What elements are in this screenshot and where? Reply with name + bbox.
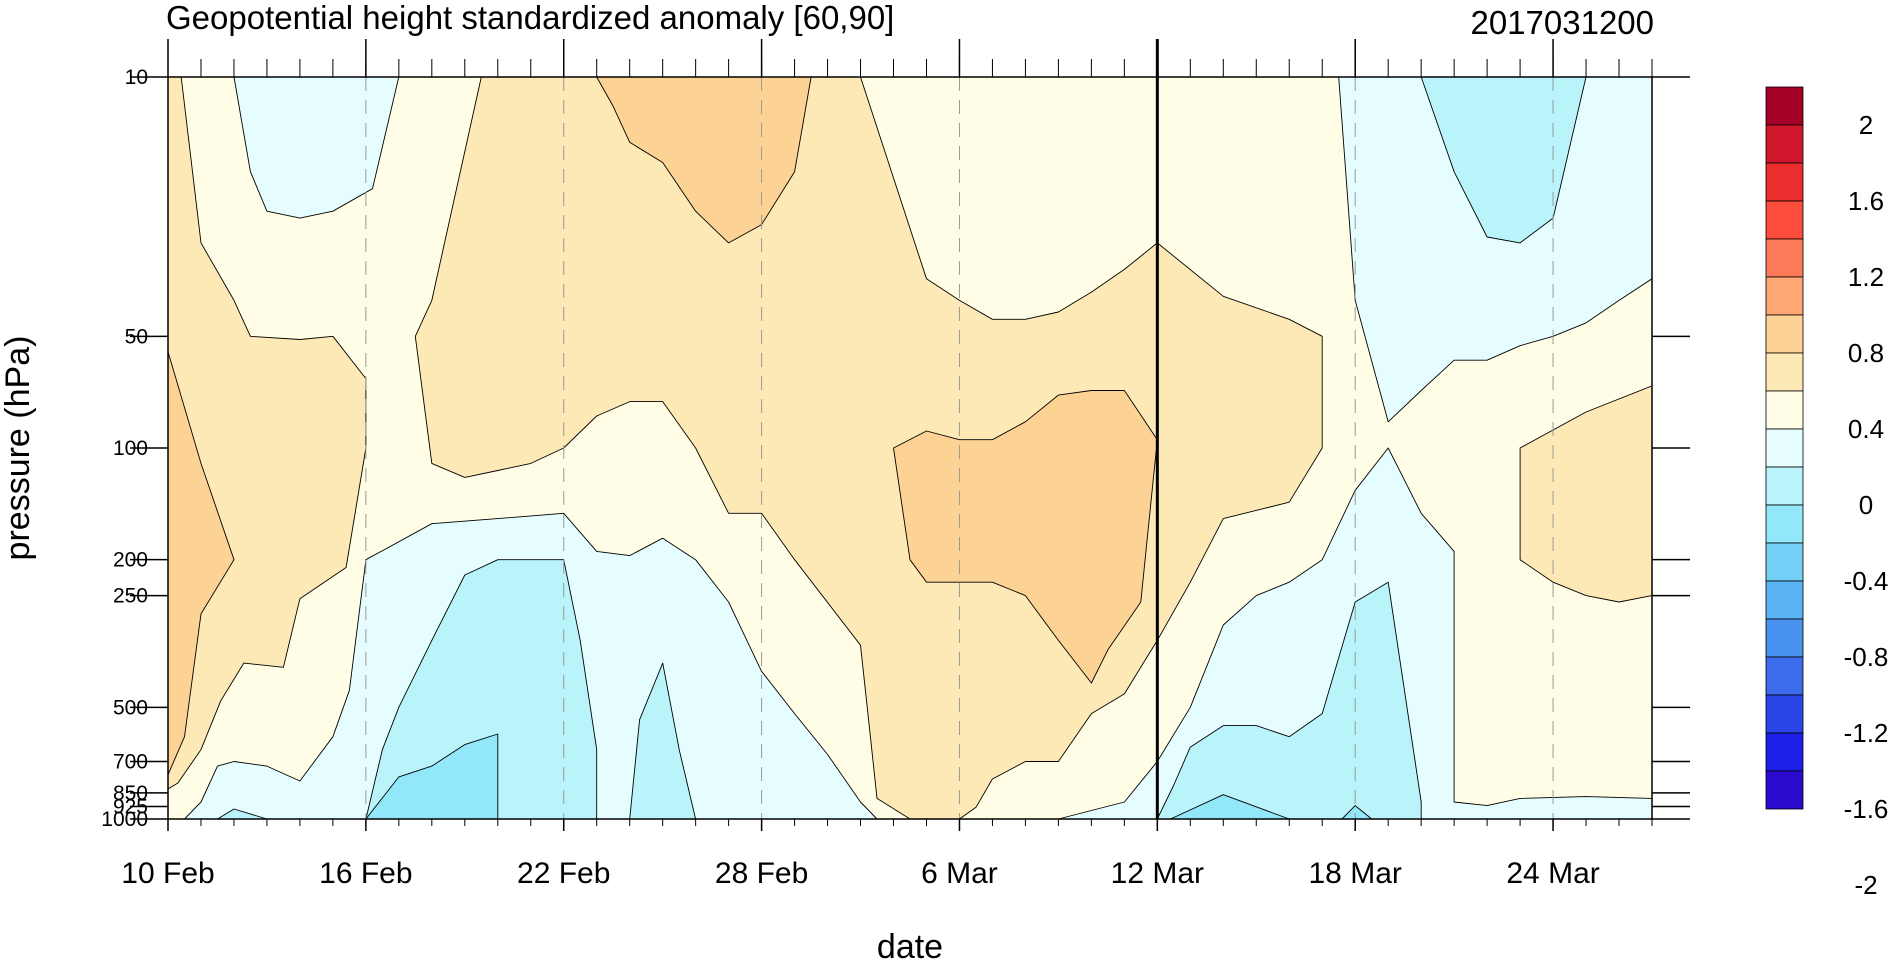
colorbar-segment <box>1765 770 1804 810</box>
colorbar-segment <box>1765 124 1804 164</box>
contour-region-pos04 <box>596 76 812 244</box>
colorbar-label: 1.2 <box>1848 262 1884 292</box>
y-tick-label: 700 <box>113 751 148 774</box>
x-tick-label: 18 Mar <box>1309 857 1402 890</box>
colorbar-segment <box>1765 542 1804 582</box>
colorbar-label: -1.6 <box>1844 794 1889 824</box>
colorbar-segment <box>1765 732 1804 772</box>
colorbar-label: 0.4 <box>1848 414 1884 444</box>
colorbar-label: 2 <box>1859 110 1873 140</box>
x-tick-label: 22 Feb <box>517 857 610 890</box>
x-tick-label: 28 Feb <box>715 857 808 890</box>
colorbar-segment <box>1765 162 1804 202</box>
colorbar-segment <box>1765 580 1804 620</box>
x-tick-label: 6 Mar <box>921 857 998 890</box>
colorbar-label: -0.4 <box>1844 566 1889 596</box>
x-tick-label: 24 Mar <box>1506 857 1599 890</box>
x-tick-label: 10 Feb <box>121 857 214 890</box>
colorbar-segment <box>1765 656 1804 696</box>
y-tick-label: 100 <box>113 437 148 460</box>
contour-region-neg04 <box>365 559 598 820</box>
contour-region-pos02 <box>167 76 367 790</box>
colorbar-label: 0.8 <box>1848 338 1884 368</box>
colorbar-segment <box>1765 314 1804 354</box>
colorbar-segment <box>1765 200 1804 240</box>
y-tick-label: 200 <box>113 549 148 572</box>
y-tick-label: 850 <box>113 782 148 805</box>
colorbar-segment <box>1765 466 1804 506</box>
run-label: 2017031200 <box>1470 4 1654 41</box>
x-axis: 10 Feb 16 Feb 22 Feb 28 Feb 6 Mar 12 Mar 18 Ma… <box>121 39 1653 890</box>
colorbar-segment <box>1765 86 1804 126</box>
colorbar: 2 1.6 1.2 0.8 0.4 0 -0.4 -0.8 -1.2 -1.6 -2 <box>1765 86 1889 900</box>
chart-title: Geopotential height standardized anomaly… <box>166 0 894 36</box>
y-tick-label: 500 <box>113 696 148 719</box>
y-tick-label: 1000 <box>101 808 148 831</box>
y-tick-label: 250 <box>113 585 148 608</box>
colorbar-segment <box>1765 428 1804 468</box>
colorbar-label: 1.6 <box>1848 186 1884 216</box>
colorbar-segment <box>1765 504 1804 544</box>
y-axis-label: pressure (hPa) <box>0 336 37 561</box>
colorbar-label: -0.8 <box>1844 642 1889 672</box>
colorbar-label: -2 <box>1854 870 1877 900</box>
y-tick-label: 50 <box>125 325 148 348</box>
colorbar-segment <box>1765 618 1804 658</box>
x-axis-label: date <box>877 928 943 963</box>
x-tick-label: 12 Mar <box>1111 857 1204 890</box>
colorbar-segment <box>1765 276 1804 316</box>
colorbar-label: -1.2 <box>1844 718 1889 748</box>
colorbar-segment <box>1765 694 1804 734</box>
colorbar-segment <box>1765 390 1804 430</box>
x-tick-label: 16 Feb <box>319 857 412 890</box>
date-gridlines <box>365 77 1554 819</box>
colorbar-segment <box>1765 238 1804 278</box>
contour-region-pos04 <box>893 390 1158 684</box>
y-tick-label: 10 <box>125 66 148 89</box>
y-tick-label: 925 <box>113 795 148 818</box>
colorbar-label: 0 <box>1859 490 1873 520</box>
colorbar-segment <box>1765 352 1804 392</box>
contour-fills <box>167 76 1653 820</box>
